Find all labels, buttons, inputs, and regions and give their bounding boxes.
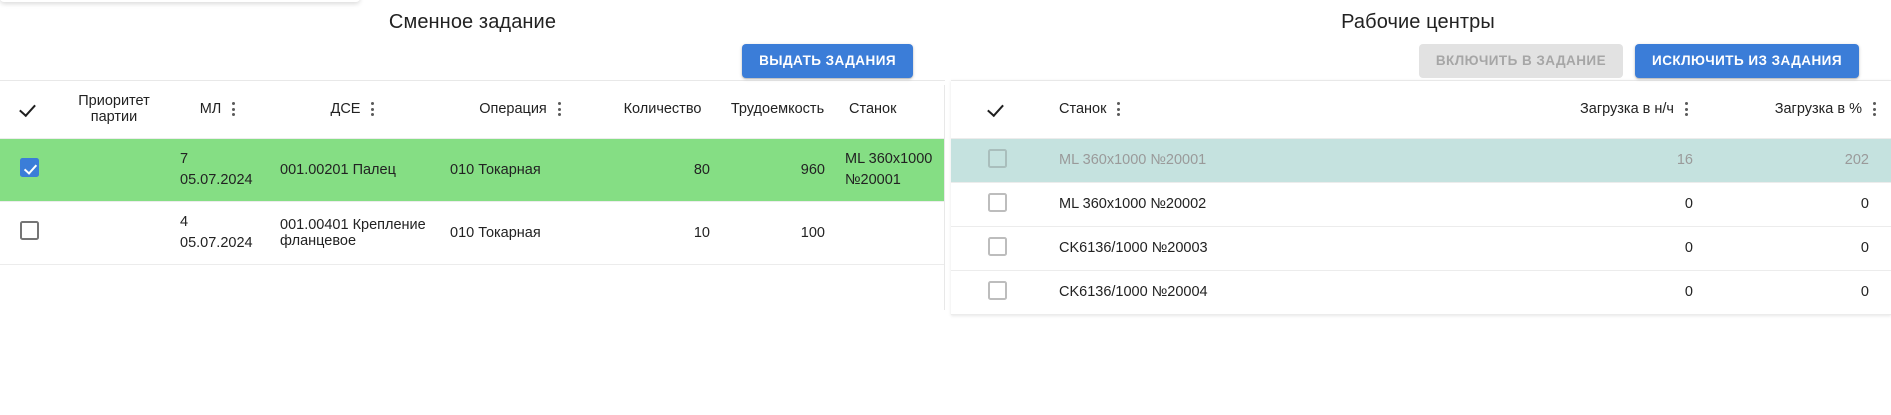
th-quantity: Количество [605, 81, 720, 139]
work-centers-table-card: Станок Загрузка в н/ч [951, 80, 1891, 315]
th-select-all [951, 81, 1043, 139]
th-machine: Станок [835, 81, 945, 139]
th-operation: Операция [440, 81, 605, 139]
table-header-row: Приоритет партии МЛ ДСЕ [0, 81, 945, 139]
kebab-menu-icon[interactable] [366, 99, 379, 119]
page-title-shift-assignment: Сменное задание [388, 11, 557, 33]
left-table-card-edge [944, 85, 945, 310]
table-row[interactable]: CK6136/1000 №20004 0 0 [951, 270, 1891, 315]
cell-machine: CK6136/1000 №20004 [1043, 270, 1473, 315]
kebab-menu-icon[interactable] [1868, 99, 1881, 119]
kebab-menu-icon[interactable] [1112, 99, 1125, 119]
cell-load-percent: 0 [1703, 182, 1891, 227]
cell-ml: 7 05.07.2024 [170, 138, 270, 202]
work-centers-table: Станок Загрузка в н/ч [951, 81, 1891, 315]
th-load-percent-label: Загрузка в % [1774, 101, 1862, 118]
th-priority: Приоритет партии [58, 81, 170, 139]
th-quantity-label: Количество [623, 101, 702, 118]
th-priority-label: Приоритет партии [78, 93, 150, 126]
th-machine-label: Станок [849, 101, 897, 118]
th-labor-label: Трудоемкость [730, 101, 825, 118]
cell-quantity: 10 [605, 201, 720, 265]
th-select-all [0, 81, 58, 139]
th-load-hours: Загрузка в н/ч [1473, 81, 1703, 139]
left-toolbar: ВЫДАТЬ ЗАДАНИЯ [0, 34, 945, 80]
row-checkbox[interactable] [19, 221, 39, 241]
th-load-hours-label: Загрузка в н/ч [1580, 101, 1674, 118]
cell-machine-line1: ML 360x1000 [845, 150, 933, 167]
th-operation-label: Операция [479, 101, 547, 118]
cell-checkbox[interactable] [951, 138, 1043, 183]
shift-assignment-panel: Сменное задание ВЫДАТЬ ЗАДАНИЯ [0, 0, 945, 415]
cell-load-percent: 202 [1703, 138, 1891, 183]
cell-checkbox[interactable] [951, 182, 1043, 227]
cell-labor: 100 [720, 201, 835, 265]
table-row[interactable]: ML 360x1000 №20002 0 0 [951, 182, 1891, 227]
exclude-from-task-button[interactable]: ИСКЛЮЧИТЬ ИЗ ЗАДАНИЯ [1635, 44, 1859, 78]
cell-ml: 4 05.07.2024 [170, 201, 270, 265]
right-toolbar: ВКЛЮЧИТЬ В ЗАДАНИЕ ИСКЛЮЧИТЬ ИЗ ЗАДАНИЯ [945, 34, 1891, 80]
table-header-row: Станок Загрузка в н/ч [951, 81, 1891, 139]
work-centers-panel: Рабочие центры ВКЛЮЧИТЬ В ЗАДАНИЕ ИСКЛЮЧ… [945, 0, 1891, 415]
cell-ml-date: 05.07.2024 [180, 171, 253, 188]
cell-dse: 001.00401 Крепление фланцевое [270, 201, 440, 265]
table-row[interactable]: 7 05.07.2024 001.00201 Палец 010 Токарна… [0, 138, 945, 202]
cell-machine-line2: №20001 [845, 171, 901, 188]
cell-machine: ML 360x1000 №20002 [1043, 182, 1473, 227]
th-machine-label: Станок [1059, 101, 1107, 118]
th-dse: ДСЕ [270, 81, 440, 139]
cell-load-hours: 0 [1473, 270, 1703, 315]
kebab-menu-icon[interactable] [553, 99, 566, 119]
kebab-menu-icon[interactable] [227, 99, 240, 119]
cell-dse: 001.00201 Палец [270, 138, 440, 202]
cell-load-hours: 0 [1473, 182, 1703, 227]
cell-load-percent: 0 [1703, 226, 1891, 271]
include-in-task-button[interactable]: ВКЛЮЧИТЬ В ЗАДАНИЕ [1418, 44, 1624, 78]
cell-quantity: 80 [605, 138, 720, 202]
th-ml: МЛ [170, 81, 270, 139]
row-checkbox[interactable] [987, 280, 1007, 300]
cell-operation: 010 Токарная [440, 138, 605, 202]
cell-load-hours: 16 [1473, 138, 1703, 183]
th-dse-label: ДСЕ [330, 101, 361, 118]
cell-load-hours: 0 [1473, 226, 1703, 271]
th-load-percent: Загрузка в % [1703, 81, 1891, 139]
th-machine: Станок [1043, 81, 1473, 139]
cell-ml-date: 05.07.2024 [180, 234, 253, 251]
cell-labor: 960 [720, 138, 835, 202]
cell-machine: ML 360x1000 №20001 [835, 138, 945, 202]
issue-tasks-button[interactable]: ВЫДАТЬ ЗАДАНИЯ [742, 44, 913, 78]
row-checkbox[interactable] [987, 192, 1007, 212]
select-all-check-icon[interactable] [20, 100, 38, 118]
cell-priority [58, 201, 170, 265]
page-title-work-centers: Рабочие центры [1341, 11, 1495, 33]
row-checkbox[interactable] [987, 148, 1007, 168]
table-row[interactable]: ML 360x1000 №20001 16 202 [951, 138, 1891, 183]
row-checkbox[interactable] [987, 236, 1007, 256]
row-checkbox[interactable] [19, 158, 39, 178]
top-card-shadow-stub [0, 0, 360, 2]
cell-operation: 010 Токарная [440, 201, 605, 265]
cell-checkbox[interactable] [951, 226, 1043, 271]
table-row[interactable]: 4 05.07.2024 001.00401 Крепление фланцев… [0, 201, 945, 265]
cell-machine [835, 201, 945, 265]
cell-machine: ML 360x1000 №20001 [1043, 138, 1473, 183]
cell-load-percent: 0 [1703, 270, 1891, 315]
kebab-menu-icon[interactable] [1680, 99, 1693, 119]
shift-assignment-table-card: Приоритет партии МЛ ДСЕ [0, 80, 945, 265]
cell-ml-number: 7 [180, 150, 189, 167]
table-row[interactable]: CK6136/1000 №20003 0 0 [951, 226, 1891, 271]
cell-machine: CK6136/1000 №20003 [1043, 226, 1473, 271]
cell-checkbox[interactable] [0, 138, 58, 202]
th-ml-label: МЛ [199, 101, 222, 118]
select-all-check-icon[interactable] [988, 100, 1006, 118]
th-labor: Трудоемкость [720, 81, 835, 139]
cell-checkbox[interactable] [0, 201, 58, 265]
shift-assignment-table: Приоритет партии МЛ ДСЕ [0, 81, 945, 265]
cell-ml-number: 4 [180, 213, 189, 230]
cell-checkbox[interactable] [951, 270, 1043, 315]
cell-priority [58, 138, 170, 202]
